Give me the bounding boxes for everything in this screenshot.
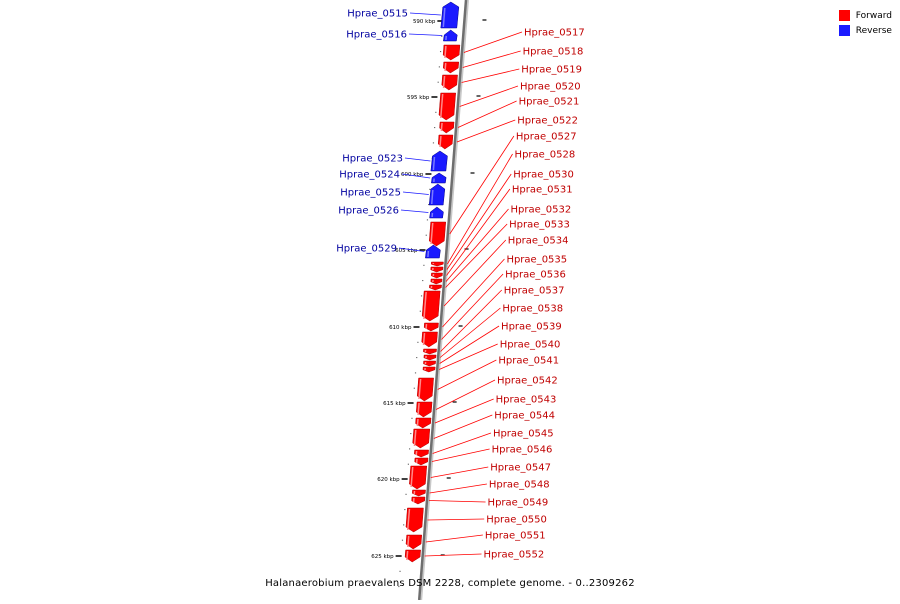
leader-line	[429, 501, 486, 503]
gene-label[interactable]: Hprae_0528	[515, 150, 576, 161]
gene-label[interactable]: Hprae_0537	[504, 286, 565, 297]
gene-label[interactable]: Hprae_0521	[519, 97, 580, 108]
feature-highlight	[445, 46, 446, 58]
gene-label[interactable]: Hprae_0552	[484, 550, 545, 561]
forward-gene-feature[interactable]	[431, 262, 443, 266]
feature-highlight	[418, 403, 419, 415]
gene-label[interactable]: Hprae_0524	[339, 170, 400, 181]
gene-label[interactable]: Hprae_0515	[347, 9, 408, 20]
gene-label[interactable]: Hprae_0532	[511, 205, 572, 216]
leader-line	[464, 32, 522, 53]
feature-highlight	[408, 536, 409, 547]
feature-highlight	[444, 76, 445, 88]
leader-line	[447, 174, 511, 270]
leader-line	[403, 192, 429, 195]
gene-label[interactable]: Hprae_0551	[485, 531, 546, 542]
feature-highlight	[424, 333, 425, 345]
gene-label[interactable]: Hprae_0529	[336, 244, 397, 255]
genome-caption: Halanaerobium praevalens DSM 2228, compl…	[0, 578, 900, 589]
feature-highlight	[417, 419, 418, 426]
feature-highlight	[445, 63, 446, 71]
gene-label[interactable]: Hprae_0550	[486, 515, 547, 526]
legend-reverse: Reverse	[839, 23, 892, 38]
gene-label[interactable]: Hprae_0546	[492, 445, 553, 456]
gene-label[interactable]: Hprae_0530	[513, 170, 574, 181]
gene-label[interactable]: Hprae_0522	[517, 116, 578, 127]
leader-line	[440, 308, 500, 358]
leader-line	[439, 344, 498, 370]
gene-label[interactable]: Hprae_0549	[488, 498, 549, 509]
leader-line	[401, 210, 428, 213]
gene-label[interactable]: Hprae_0523	[342, 154, 403, 165]
leader-line	[457, 120, 515, 142]
legend-forward-label: Forward	[856, 11, 892, 21]
gene-label[interactable]: Hprae_0536	[505, 270, 566, 281]
leader-line	[446, 224, 508, 288]
leader-line	[458, 101, 517, 128]
leader-line	[441, 290, 502, 352]
legend-forward: Forward	[839, 8, 892, 23]
scale-label: 620 kbp	[377, 477, 400, 483]
gene-label[interactable]: Hprae_0548	[489, 480, 550, 491]
gene-label[interactable]: Hprae_0520	[520, 82, 581, 93]
gene-label[interactable]: Hprae_0544	[494, 411, 555, 422]
gene-label[interactable]: Hprae_0531	[512, 185, 573, 196]
gene-label[interactable]: Hprae_0545	[493, 429, 554, 440]
leader-line	[409, 34, 442, 36]
leader-line	[447, 189, 510, 276]
gene-label[interactable]: Hprae_0516	[346, 30, 407, 41]
leader-line	[438, 360, 497, 390]
gene-label[interactable]: Hprae_0519	[521, 65, 582, 76]
gene-label[interactable]: Hprae_0517	[524, 28, 585, 39]
legend-reverse-label: Reverse	[856, 26, 892, 36]
leader-line	[430, 484, 487, 493]
leader-line	[425, 554, 482, 556]
gene-label[interactable]: Hprae_0547	[490, 463, 551, 474]
feature-highlight	[433, 157, 434, 170]
scale-label: 625 kbp	[371, 554, 394, 560]
reverse-swatch	[839, 25, 850, 36]
strand-legend: Forward Reverse	[839, 8, 892, 38]
leader-line	[431, 467, 488, 478]
gene-label[interactable]: Hprae_0540	[500, 340, 561, 351]
scale-label: 595 kbp	[407, 95, 430, 101]
leader-line	[426, 535, 483, 542]
gene-label[interactable]: Hprae_0538	[502, 304, 563, 315]
gene-label[interactable]: Hprae_0533	[509, 220, 570, 231]
scale-label: 615 kbp	[383, 401, 406, 407]
leader-line	[434, 415, 493, 439]
leader-line	[435, 399, 494, 423]
feature-highlight	[407, 551, 408, 560]
gene-label[interactable]: Hprae_0525	[340, 188, 401, 199]
gene-label[interactable]: Hprae_0541	[498, 356, 559, 367]
gene-label[interactable]: Hprae_0534	[508, 236, 569, 247]
gene-label[interactable]: Hprae_0542	[497, 376, 558, 387]
forward-swatch	[839, 10, 850, 21]
leader-line	[436, 380, 495, 410]
gene-label[interactable]: Hprae_0526	[338, 206, 399, 217]
feature-highlight	[441, 123, 442, 131]
leader-line	[462, 69, 520, 83]
gene-label[interactable]: Hprae_0535	[506, 255, 567, 266]
scale-label: 610 kbp	[389, 325, 412, 331]
gene-label[interactable]: Hprae_0543	[496, 395, 557, 406]
scale-label: 590 kbp	[413, 19, 436, 25]
feature-highlight	[440, 136, 441, 147]
gene-label[interactable]: Hprae_0527	[516, 132, 577, 143]
leader-line	[410, 13, 441, 15]
leader-line	[447, 154, 512, 264]
leader-line	[460, 86, 518, 107]
gene-label[interactable]: Hprae_0539	[501, 322, 562, 333]
leader-line	[442, 259, 504, 327]
gene-features	[405, 2, 460, 562]
leader-line	[463, 51, 521, 68]
leader-line	[405, 158, 430, 161]
gene-label[interactable]: Hprae_0518	[523, 47, 584, 58]
scale-label: 600 kbp	[401, 172, 424, 178]
leader-line	[427, 519, 484, 520]
